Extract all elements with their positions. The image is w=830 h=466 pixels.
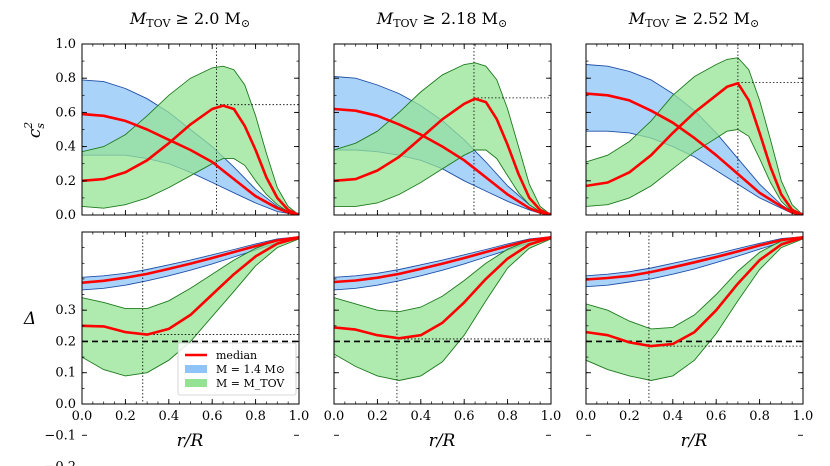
xtick-label-2-4: 0.8 [749, 409, 770, 424]
xtick-label-0-5: 1.0 [289, 409, 310, 424]
band-mtov-delta-1-fill [334, 237, 551, 381]
band-m14-delta-0-upper-edge [82, 236, 299, 278]
panel-title-0: MTOV ≥ 2.0 M⊙ [129, 9, 250, 30]
ytick-label-delta-3: 0.1 [55, 366, 76, 381]
xtick-label-2-2: 0.4 [662, 409, 683, 424]
median-line-mtov-delta-1 [334, 236, 551, 340]
median-line-mtov-cs2-2 [586, 82, 803, 215]
ytick-label-cs2-3: 0.6 [55, 105, 76, 120]
ytick-label-cs2-1: 0.2 [55, 174, 76, 189]
xtick-label-2-5: 1.0 [793, 409, 814, 424]
ytick-label-delta-1: −0.1 [44, 428, 76, 443]
xlabel-2: r/R [681, 431, 708, 451]
band-mtov-cs2-1-fill [334, 62, 551, 215]
panel-cs2-2 [586, 44, 803, 215]
panel-cs2-0 [82, 44, 299, 215]
xtick-label-0-4: 0.8 [245, 409, 266, 424]
median-line-m14-cs2-2 [586, 92, 803, 215]
xtick-label-2-1: 0.2 [619, 409, 640, 424]
median-line-m14-delta-1 [334, 236, 551, 284]
ytick-label-cs2-5: 1.0 [55, 37, 76, 52]
band-mtov-delta-2-upper-edge [586, 236, 803, 330]
legend-m14-swatch [185, 365, 207, 373]
ylabel-delta: Δ [23, 309, 36, 329]
median-line-m14-cs2-0 [82, 112, 299, 215]
ytick-label-delta-0: −0.2 [44, 460, 76, 466]
xtick-label-2-3: 0.6 [706, 409, 727, 424]
ytick-label-cs2-4: 0.8 [55, 71, 76, 86]
band-mtov-cs2-2-lower-edge [586, 129, 803, 215]
band-m14-cs2-2-lower-edge [586, 130, 803, 215]
median-line-mtov-delta-2 [586, 236, 803, 348]
xtick-label-1-5: 1.0 [541, 409, 562, 424]
legend-m14-label: M = 1.4 M⊙ [216, 363, 285, 376]
xtick-label-1-0: 0.0 [324, 409, 345, 424]
band-mtov-cs2-1-lower-edge [334, 149, 551, 215]
legend-mtov-label: M = M_TOV [216, 377, 285, 390]
band-mtov-delta-0-lower-edge [82, 238, 299, 377]
ytick-label-cs2-0: 0.0 [55, 208, 76, 223]
band-mtov-delta-1-upper-edge [334, 236, 551, 313]
median-line-mtov-cs2-0 [82, 104, 299, 215]
xtick-label-2-0: 0.0 [576, 409, 597, 424]
band-mtov-cs2-0-fill [82, 66, 299, 215]
band-m14-delta-2-upper-edge [586, 236, 803, 277]
xtick-label-0-3: 0.6 [202, 409, 223, 424]
xlabel-0: r/R [177, 431, 204, 451]
xtick-label-1-1: 0.2 [367, 409, 388, 424]
legend-box [177, 342, 297, 396]
panel-cs2-1 [334, 44, 551, 215]
band-mtov-cs2-2-upper-edge [586, 57, 803, 215]
panel-delta-2 [586, 232, 803, 404]
xtick-label-1-2: 0.4 [410, 409, 431, 424]
xtick-label-1-3: 0.6 [454, 409, 475, 424]
median-line-mtov-cs2-1 [334, 97, 551, 215]
band-mtov-cs2-2-fill [586, 57, 803, 215]
band-mtov-cs2-1-upper-edge [334, 62, 551, 215]
xtick-label-0-2: 0.4 [158, 409, 179, 424]
panel-delta-0 [82, 232, 299, 404]
ytick-label-cs2-2: 0.4 [55, 140, 76, 155]
ylabel-cs2: cs2 [22, 122, 47, 138]
band-mtov-delta-1-lower-edge [334, 238, 551, 381]
xtick-label-1-4: 0.8 [497, 409, 518, 424]
xtick-label-0-0: 0.0 [72, 409, 93, 424]
panel-title-2: MTOV ≥ 2.52 M⊙ [628, 9, 759, 30]
ytick-label-delta-4: 0.2 [55, 334, 76, 349]
band-m14-delta-2-lower-edge [586, 237, 803, 288]
xlabel-1: r/R [429, 431, 456, 451]
xtick-label-0-1: 0.2 [115, 409, 136, 424]
median-line-mtov-delta-0 [82, 236, 299, 336]
legend: median M = 1.4 M⊙ M = M_TOV [177, 342, 297, 396]
median-line-m14-cs2-1 [334, 107, 551, 215]
ytick-label-delta-2: 0.0 [55, 397, 76, 412]
ytick-label-delta-5: 0.3 [55, 303, 76, 318]
band-mtov-cs2-0-upper-edge [82, 65, 299, 215]
median-line-m14-delta-2 [586, 236, 803, 281]
band-m14-delta-1-upper-edge [334, 236, 551, 278]
band-mtov-delta-2-lower-edge [586, 238, 803, 381]
panel-delta-1 [334, 232, 551, 404]
panel-title-1: MTOV ≥ 2.18 M⊙ [376, 9, 507, 30]
band-mtov-delta-0-upper-edge [82, 236, 299, 310]
median-line-m14-delta-0 [82, 236, 299, 284]
legend-median-label: median [216, 349, 257, 362]
legend-mtov-swatch [185, 379, 207, 387]
band-mtov-cs2-0-lower-edge [82, 158, 299, 215]
